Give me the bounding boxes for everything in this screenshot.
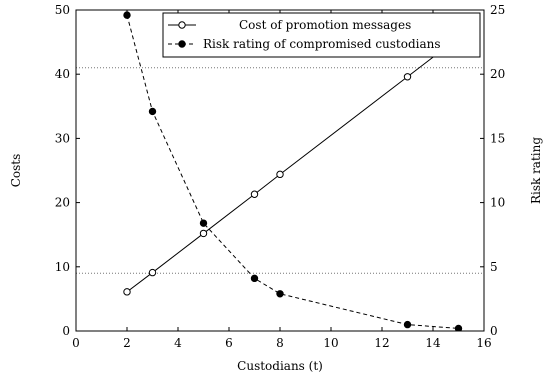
x-tick-label: 0 [72, 336, 80, 350]
data-point-1-5 [403, 320, 412, 329]
x-axis-label: Custodians (t) [237, 359, 323, 373]
x-tick-label: 10 [323, 336, 338, 350]
legend-marker-cost [178, 21, 186, 29]
series-line-1 [126, 15, 459, 329]
plot-frame [75, 9, 485, 332]
legend-label-cost: Cost of promotion messages [239, 18, 411, 32]
reference-lines [76, 67, 484, 274]
x-tick-label: 16 [476, 336, 491, 350]
x-tick-label: 8 [276, 336, 284, 350]
x-tick-label: 14 [425, 336, 441, 350]
legend-label-risk: Risk rating of compromised custodians [203, 37, 441, 51]
y-tick-right-label: 25 [490, 3, 505, 17]
x-tick-label: 4 [174, 336, 182, 350]
data-point-1-3 [250, 274, 259, 283]
data-point-1-1 [148, 107, 157, 116]
y-tick-right-label: 0 [490, 324, 498, 338]
y-tick-left-label: 30 [55, 131, 70, 145]
y-axis-right-label: Risk rating [529, 137, 543, 204]
x-tick-label: 6 [225, 336, 233, 350]
series-lines [126, 15, 459, 329]
y-axis-left-label: Costs [9, 154, 23, 188]
legend-box [162, 12, 481, 58]
data-point-1-4 [276, 290, 284, 298]
y-tick-left-label: 0 [62, 324, 70, 338]
x-tick-label: 12 [374, 336, 389, 350]
y-tick-left-label: 10 [55, 260, 70, 274]
series-markers [123, 11, 463, 331]
y-tick-right-label: 15 [490, 131, 505, 145]
y-tick-left-label: 40 [55, 67, 70, 81]
data-point-0-0 [123, 288, 131, 296]
y-tick-left-label: 20 [55, 196, 70, 210]
y-tick-left-label: 50 [55, 3, 70, 17]
data-point-1-2 [199, 219, 208, 227]
y-tick-right-label: 10 [490, 196, 505, 210]
legend-marker-risk [178, 40, 186, 48]
legend: Cost of promotion messages Risk rating o… [162, 12, 481, 58]
data-point-0-2 [199, 229, 208, 238]
data-point-0-4 [276, 170, 284, 179]
y-tick-right-label: 20 [490, 67, 505, 81]
data-point-0-1 [148, 268, 157, 277]
y-tick-right-label: 5 [490, 260, 498, 274]
x-tick-label: 2 [123, 336, 131, 350]
data-point-0-5 [403, 73, 412, 81]
data-point-0-3 [250, 190, 259, 198]
data-point-1-6 [454, 324, 463, 331]
